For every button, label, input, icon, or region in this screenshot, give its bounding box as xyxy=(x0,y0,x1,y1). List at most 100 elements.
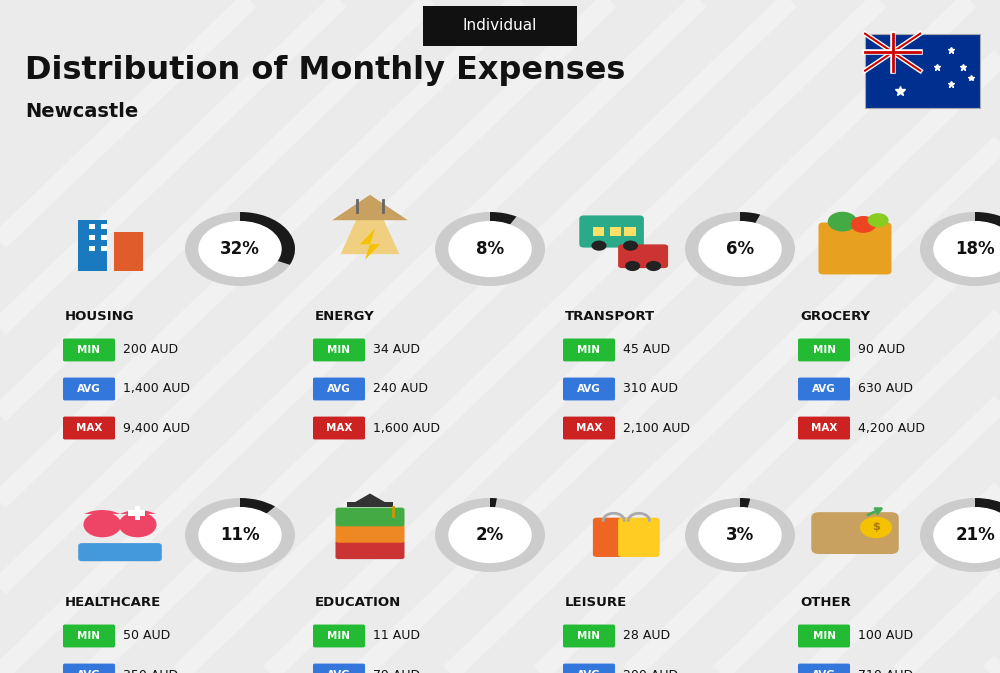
Text: OTHER: OTHER xyxy=(800,596,851,609)
Text: Individual: Individual xyxy=(463,18,537,33)
Text: Distribution of Monthly Expenses: Distribution of Monthly Expenses xyxy=(25,55,625,86)
Wedge shape xyxy=(920,498,1000,572)
Text: 710 AUD: 710 AUD xyxy=(858,668,913,673)
Circle shape xyxy=(851,216,876,233)
Text: 6%: 6% xyxy=(726,240,754,258)
Text: AVG: AVG xyxy=(577,384,601,394)
Text: AVG: AVG xyxy=(327,670,351,673)
Circle shape xyxy=(698,507,782,563)
FancyBboxPatch shape xyxy=(313,625,365,647)
Text: 32%: 32% xyxy=(220,240,260,258)
Text: 240 AUD: 240 AUD xyxy=(373,382,428,396)
Text: HOUSING: HOUSING xyxy=(65,310,135,323)
FancyBboxPatch shape xyxy=(618,244,668,268)
Text: 21%: 21% xyxy=(955,526,995,544)
FancyBboxPatch shape xyxy=(593,518,635,557)
Wedge shape xyxy=(435,498,545,572)
FancyBboxPatch shape xyxy=(563,664,615,673)
FancyBboxPatch shape xyxy=(618,518,660,557)
Text: AVG: AVG xyxy=(327,384,351,394)
Bar xyxy=(347,501,393,507)
Circle shape xyxy=(933,221,1000,277)
Text: LEISURE: LEISURE xyxy=(565,596,627,609)
Wedge shape xyxy=(685,498,795,572)
Text: 8%: 8% xyxy=(476,240,504,258)
Circle shape xyxy=(623,240,638,251)
Text: 200 AUD: 200 AUD xyxy=(623,668,678,673)
Bar xyxy=(865,34,980,108)
FancyBboxPatch shape xyxy=(798,417,850,439)
Bar xyxy=(101,246,107,251)
Text: $: $ xyxy=(872,522,880,532)
Circle shape xyxy=(933,507,1000,563)
Circle shape xyxy=(448,507,532,563)
Bar xyxy=(593,227,604,236)
Text: AVG: AVG xyxy=(812,670,836,673)
Bar xyxy=(101,235,107,240)
FancyBboxPatch shape xyxy=(336,524,404,542)
Bar xyxy=(88,223,95,229)
Wedge shape xyxy=(435,212,545,286)
FancyBboxPatch shape xyxy=(63,625,115,647)
Text: 100 AUD: 100 AUD xyxy=(858,629,913,643)
FancyBboxPatch shape xyxy=(563,339,615,361)
Circle shape xyxy=(646,261,661,271)
Text: 1,600 AUD: 1,600 AUD xyxy=(373,421,440,435)
FancyBboxPatch shape xyxy=(78,543,162,561)
Text: 200 AUD: 200 AUD xyxy=(123,343,178,357)
Circle shape xyxy=(860,517,892,538)
Text: MAX: MAX xyxy=(76,423,102,433)
Bar xyxy=(88,246,95,251)
FancyBboxPatch shape xyxy=(563,378,615,400)
Text: ENERGY: ENERGY xyxy=(315,310,375,323)
Text: MIN: MIN xyxy=(78,631,100,641)
Bar xyxy=(135,506,140,520)
Text: MAX: MAX xyxy=(811,423,837,433)
Text: EDUCATION: EDUCATION xyxy=(315,596,401,609)
Wedge shape xyxy=(185,212,295,286)
Text: MIN: MIN xyxy=(578,631,600,641)
Wedge shape xyxy=(740,498,750,508)
Text: 28 AUD: 28 AUD xyxy=(623,629,670,643)
FancyBboxPatch shape xyxy=(798,378,850,400)
FancyBboxPatch shape xyxy=(63,339,115,361)
Text: 2%: 2% xyxy=(476,526,504,544)
Circle shape xyxy=(198,507,282,563)
Text: TRANSPORT: TRANSPORT xyxy=(565,310,655,323)
Text: HEALTHCARE: HEALTHCARE xyxy=(65,596,161,609)
Polygon shape xyxy=(341,217,399,254)
Bar xyxy=(78,220,107,271)
Wedge shape xyxy=(240,212,295,264)
Text: 50 AUD: 50 AUD xyxy=(123,629,170,643)
Text: 350 AUD: 350 AUD xyxy=(123,668,178,673)
Circle shape xyxy=(698,221,782,277)
FancyBboxPatch shape xyxy=(798,339,850,361)
Circle shape xyxy=(198,221,282,277)
Text: MAX: MAX xyxy=(576,423,602,433)
FancyBboxPatch shape xyxy=(423,6,577,46)
Circle shape xyxy=(868,213,889,227)
FancyBboxPatch shape xyxy=(63,664,115,673)
Text: 630 AUD: 630 AUD xyxy=(858,382,913,396)
Text: 1,400 AUD: 1,400 AUD xyxy=(123,382,190,396)
Text: 90 AUD: 90 AUD xyxy=(858,343,905,357)
Wedge shape xyxy=(490,498,497,508)
Wedge shape xyxy=(975,212,1000,238)
FancyBboxPatch shape xyxy=(313,339,365,361)
FancyBboxPatch shape xyxy=(63,378,115,400)
Text: MIN: MIN xyxy=(578,345,600,355)
Text: AVG: AVG xyxy=(77,384,101,394)
Text: AVG: AVG xyxy=(577,670,601,673)
Text: 2,100 AUD: 2,100 AUD xyxy=(623,421,690,435)
Circle shape xyxy=(591,240,607,251)
Bar xyxy=(624,227,636,236)
Circle shape xyxy=(625,261,640,271)
FancyBboxPatch shape xyxy=(336,507,404,526)
FancyBboxPatch shape xyxy=(579,215,644,248)
Wedge shape xyxy=(975,498,1000,528)
Text: 3%: 3% xyxy=(726,526,754,544)
FancyBboxPatch shape xyxy=(811,512,899,554)
Wedge shape xyxy=(740,212,760,223)
Polygon shape xyxy=(347,493,393,507)
Wedge shape xyxy=(490,212,516,225)
